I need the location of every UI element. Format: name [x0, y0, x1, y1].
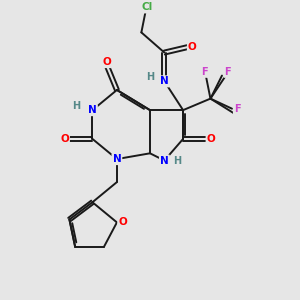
Text: F: F [234, 104, 241, 114]
Text: H: H [73, 101, 81, 111]
Text: Cl: Cl [142, 2, 153, 12]
Text: O: O [60, 134, 69, 144]
Text: O: O [103, 57, 111, 67]
Text: F: F [201, 67, 208, 77]
Text: N: N [112, 154, 121, 164]
Text: N: N [88, 105, 97, 115]
Text: O: O [118, 218, 127, 227]
Text: H: H [173, 155, 181, 166]
Text: N: N [160, 155, 169, 166]
Text: N: N [160, 76, 169, 86]
Text: O: O [207, 134, 215, 144]
Text: O: O [188, 42, 197, 52]
Text: F: F [224, 67, 231, 77]
Text: H: H [146, 72, 154, 82]
